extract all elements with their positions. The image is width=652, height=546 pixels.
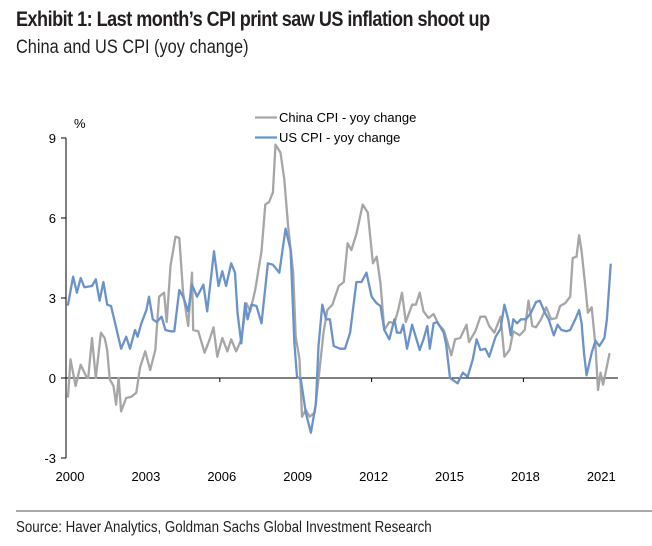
y-tick-label: 9 (49, 131, 56, 146)
y-tick-label: 3 (49, 291, 56, 306)
chart-subtitle: China and US CPI (yoy change) (16, 37, 249, 58)
x-tick-label: 2021 (587, 469, 616, 484)
axes: -3 0 3 6 9 2000 2003 2006 2009 2012 2015 2018 2021 (44, 131, 618, 484)
series-line-us-cpi (66, 227, 612, 434)
x-tick-label: 2006 (207, 469, 236, 484)
y-tick-label: -3 (44, 451, 56, 466)
x-tick-label: 2000 (56, 469, 85, 484)
series-line-china-cpi (66, 143, 611, 418)
y-tick-label: 6 (49, 211, 56, 226)
legend-label-us: US CPI - yoy change (279, 130, 400, 145)
x-tick-label: 2009 (283, 469, 312, 484)
legend-label-china: China CPI - yoy change (279, 110, 416, 125)
x-tick-label: 2015 (435, 469, 464, 484)
chart-title: Exhibit 1: Last month’s CPI print saw US… (16, 8, 490, 31)
series-layer (66, 143, 612, 434)
source-note: Source: Haver Analytics, Goldman Sachs G… (16, 519, 432, 536)
line-chart: -3 0 3 6 9 2000 2003 2006 2009 2012 2015 2018 2021 C… (44, 110, 618, 484)
legend: China CPI - yoy change US CPI - yoy chan… (255, 110, 416, 145)
x-tick-label: 2018 (511, 469, 540, 484)
y-tick-label: 0 (49, 371, 56, 386)
x-tick-label: 2012 (359, 469, 388, 484)
x-tick-label: 2003 (131, 469, 160, 484)
footer-divider (16, 510, 652, 512)
y-axis-unit-label: % (74, 116, 86, 131)
